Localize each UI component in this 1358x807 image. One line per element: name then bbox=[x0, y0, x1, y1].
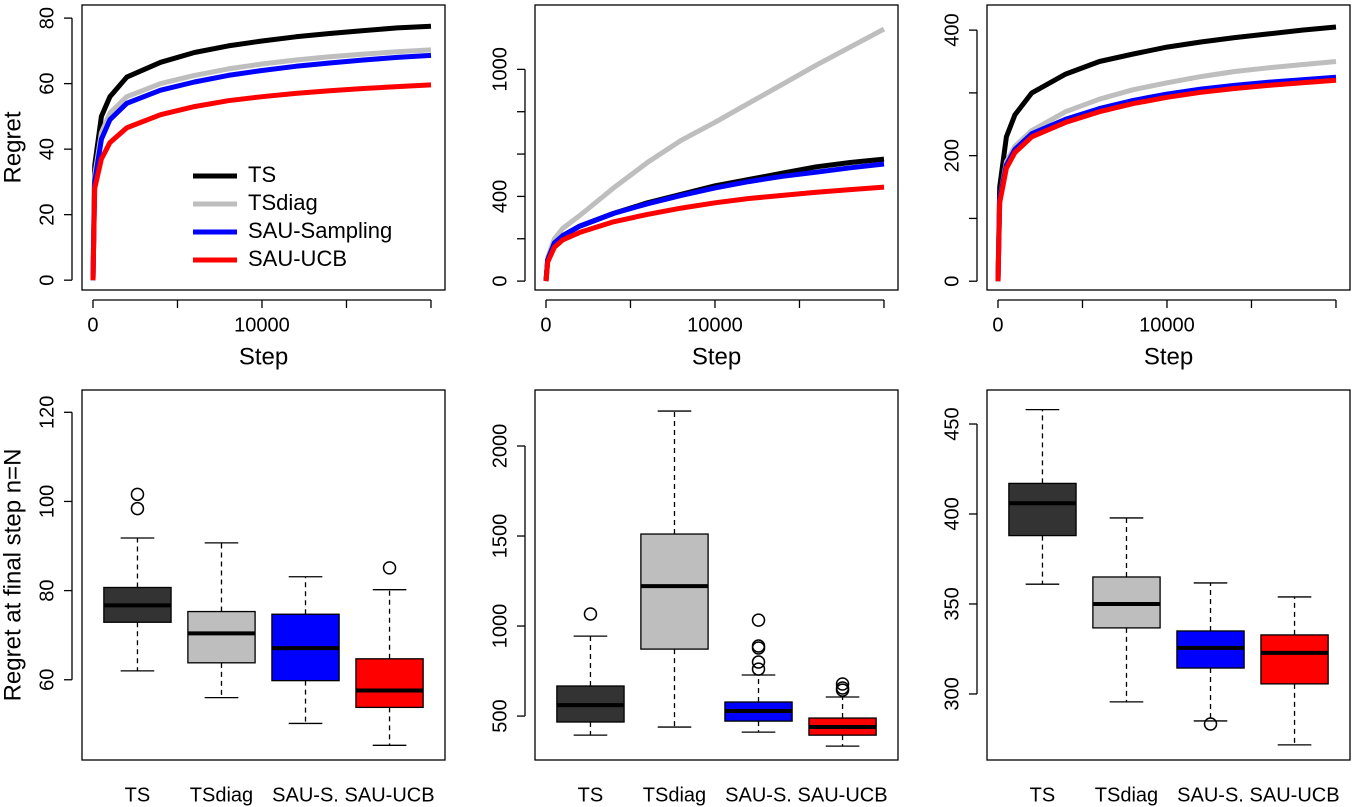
y-tick-label: 2000 bbox=[489, 424, 511, 469]
outlier bbox=[382, 561, 397, 575]
box bbox=[1008, 482, 1077, 537]
x-tick-label: 0 bbox=[540, 314, 551, 336]
plot-frame bbox=[534, 4, 899, 291]
plot-frame bbox=[81, 389, 446, 761]
y-axis-label: Regret at final step n=N bbox=[0, 449, 26, 702]
line-series bbox=[995, 77, 1337, 282]
line-series bbox=[90, 82, 432, 281]
y-tick-label: 350 bbox=[941, 587, 963, 620]
x-tick-label: 10000 bbox=[687, 314, 743, 336]
y-axis-label: Regret bbox=[0, 111, 26, 183]
y-tick-label: 40 bbox=[36, 138, 58, 160]
y-tick-label: 0 bbox=[36, 275, 58, 286]
box bbox=[1260, 634, 1329, 685]
line-series bbox=[543, 184, 885, 282]
y-tick-label: 120 bbox=[36, 396, 58, 429]
line-series bbox=[995, 24, 1337, 282]
x-tick-label: 0 bbox=[992, 314, 1003, 336]
line-series bbox=[90, 52, 432, 281]
y-tick-label: 0 bbox=[941, 276, 963, 287]
x-tick-label: SAU-UCB bbox=[798, 784, 888, 806]
y-tick-label: 80 bbox=[36, 7, 58, 29]
outlier bbox=[835, 681, 850, 695]
legend-label: SAU-Sampling bbox=[248, 218, 392, 243]
outlier bbox=[751, 639, 766, 653]
y-tick-label: 60 bbox=[36, 72, 58, 94]
y-tick-label: 400 bbox=[489, 180, 511, 213]
line-series bbox=[995, 74, 1337, 282]
x-tick-label: 10000 bbox=[234, 314, 290, 336]
y-tick-label: 20 bbox=[36, 204, 58, 226]
plot-frame bbox=[986, 4, 1351, 291]
y-tick-label: 200 bbox=[941, 139, 963, 172]
outlier bbox=[583, 607, 598, 621]
y-tick-label: 300 bbox=[941, 677, 963, 710]
outlier bbox=[751, 613, 766, 627]
y-tick-label: 1500 bbox=[489, 514, 511, 559]
x-tick-label: 10000 bbox=[1139, 314, 1195, 336]
x-axis-label: Step bbox=[239, 343, 288, 370]
y-tick-label: 450 bbox=[941, 407, 963, 440]
x-axis-label: Step bbox=[1144, 343, 1193, 370]
legend-label: TSdiag bbox=[248, 190, 318, 215]
line-series bbox=[543, 161, 885, 282]
y-tick-label: 500 bbox=[489, 699, 511, 732]
outlier bbox=[130, 487, 145, 502]
outlier bbox=[751, 655, 766, 669]
x-tick-label: TS bbox=[578, 784, 604, 806]
x-tick-label: TSdiag bbox=[643, 784, 706, 806]
x-tick-label: SAU-S. bbox=[1177, 784, 1244, 806]
x-tick-label: 0 bbox=[87, 314, 98, 336]
x-tick-label: TS bbox=[1030, 784, 1056, 806]
x-tick-label: TSdiag bbox=[1095, 784, 1158, 806]
box bbox=[187, 610, 256, 664]
plot-frame bbox=[81, 4, 446, 291]
line-series bbox=[90, 23, 432, 281]
x-axis-label: Step bbox=[692, 343, 741, 370]
plot-frame bbox=[986, 389, 1351, 761]
y-tick-label: 1000 bbox=[489, 604, 511, 649]
y-tick-label: 0 bbox=[489, 276, 511, 287]
box bbox=[640, 533, 709, 650]
y-tick-label: 60 bbox=[36, 669, 58, 691]
x-tick-label: SAU-S. bbox=[272, 784, 339, 806]
y-tick-label: 400 bbox=[941, 13, 963, 46]
outlier bbox=[751, 662, 766, 676]
outlier bbox=[130, 501, 145, 516]
plot-frame bbox=[534, 389, 899, 761]
x-tick-label: TS bbox=[125, 784, 151, 806]
legend-label: TS bbox=[248, 162, 276, 187]
x-tick-label: SAU-S. bbox=[725, 784, 792, 806]
outlier bbox=[1203, 717, 1218, 731]
legend-label: SAU-UCB bbox=[248, 246, 347, 271]
outlier bbox=[835, 677, 850, 691]
y-tick-label: 80 bbox=[36, 579, 58, 601]
x-tick-label: SAU-UCB bbox=[345, 784, 435, 806]
box bbox=[355, 658, 424, 709]
y-tick-label: 100 bbox=[36, 485, 58, 518]
y-tick-label: 400 bbox=[941, 497, 963, 530]
x-tick-label: SAU-UCB bbox=[1250, 784, 1340, 806]
line-series bbox=[543, 26, 886, 282]
y-tick-label: 1000 bbox=[489, 47, 511, 92]
x-tick-label: TSdiag bbox=[190, 784, 253, 806]
line-series bbox=[90, 47, 432, 281]
